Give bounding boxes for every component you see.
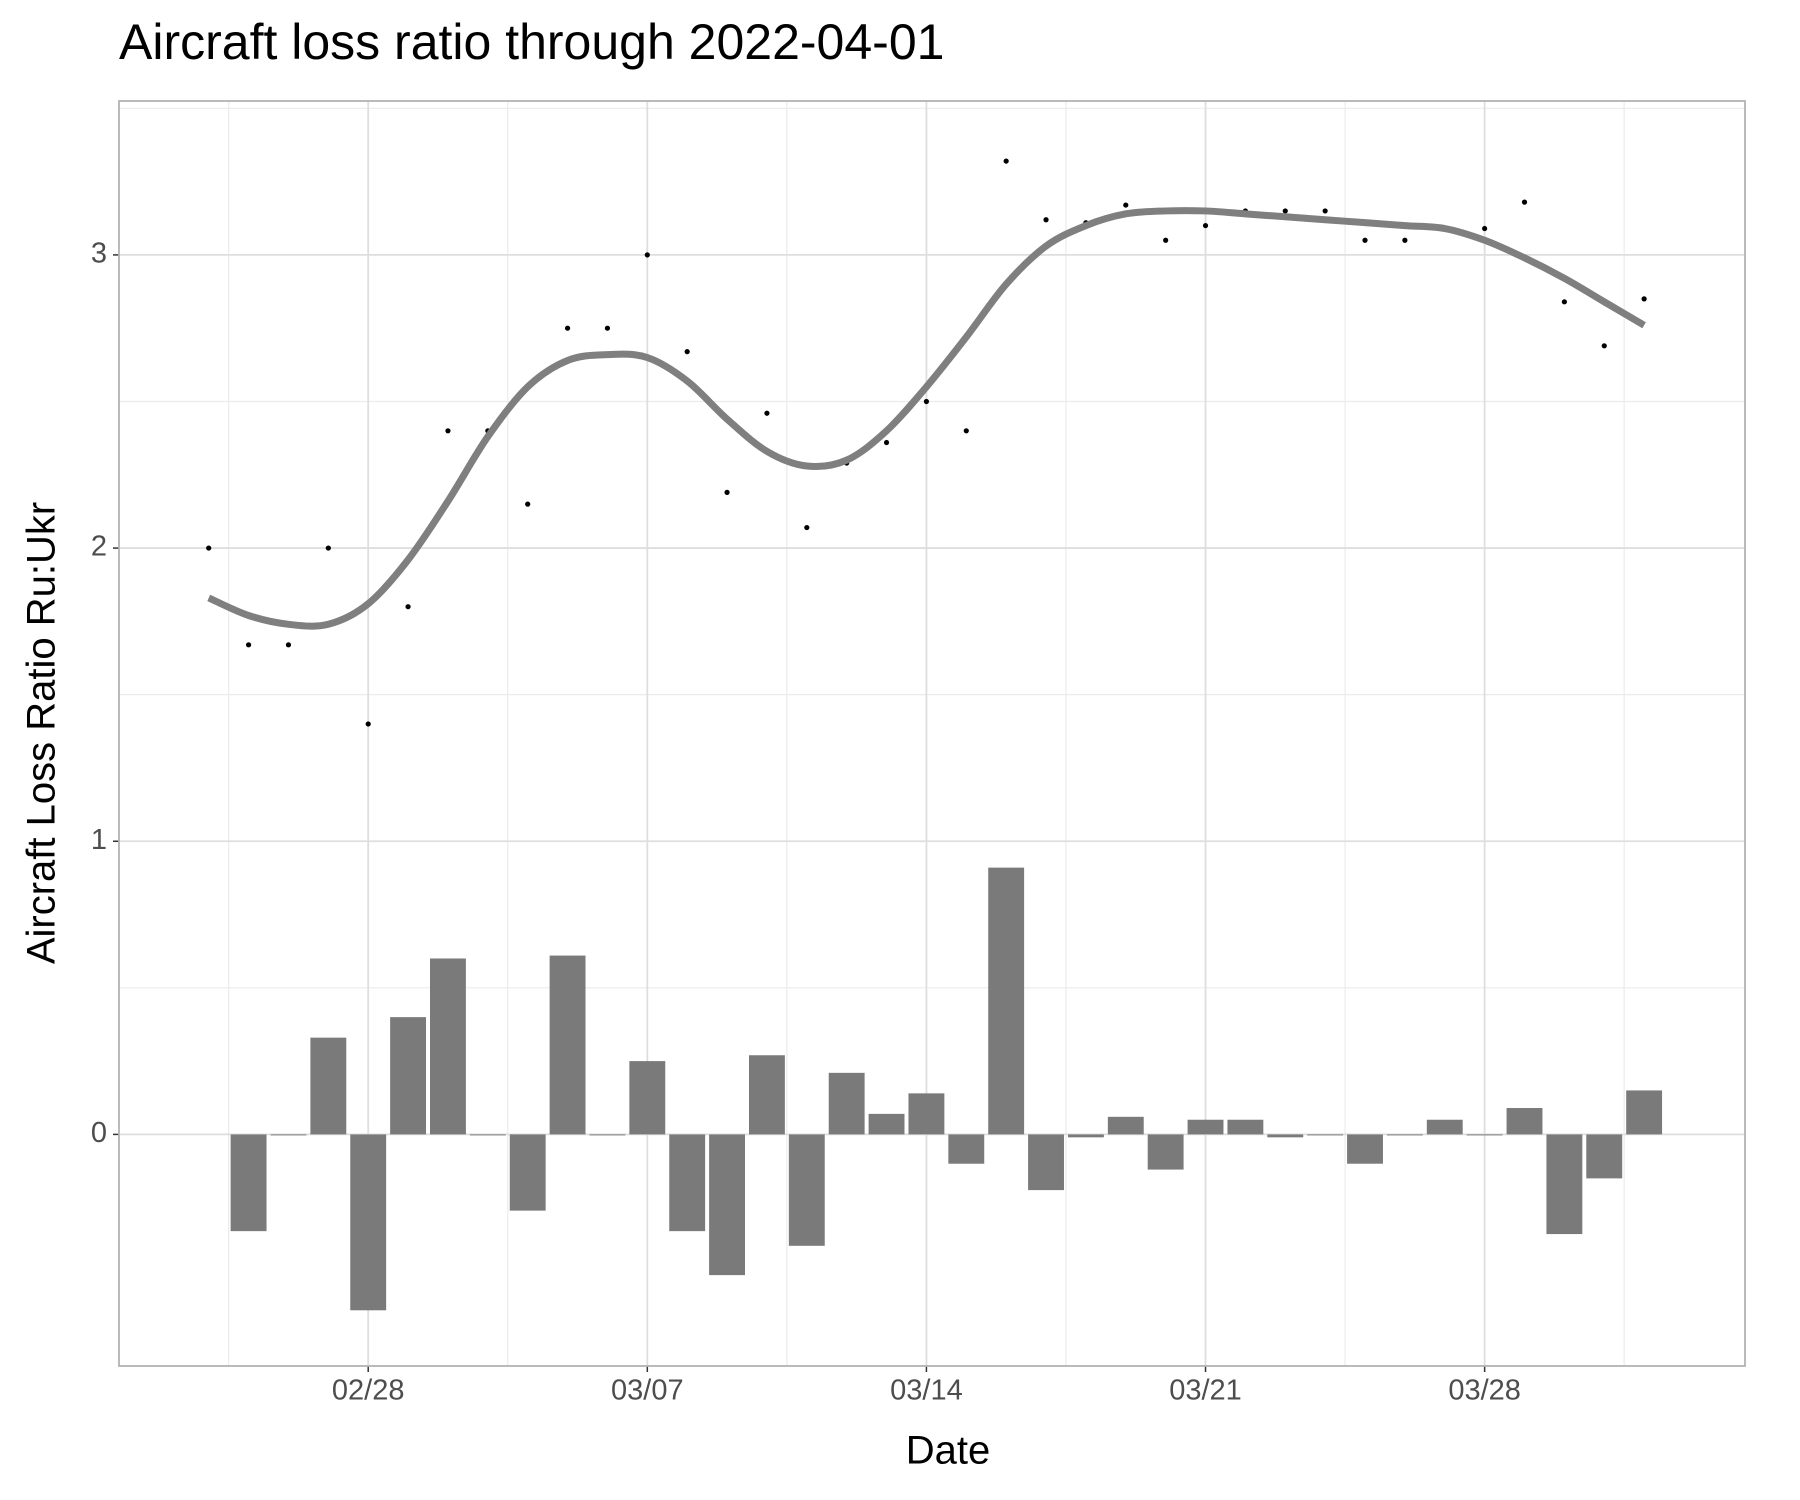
bar: [1546, 1134, 1583, 1235]
y-tick-label: 3: [91, 238, 107, 270]
point: [365, 721, 371, 727]
bar: [788, 1134, 825, 1246]
point: [1123, 202, 1129, 208]
point: [604, 325, 611, 331]
point: [963, 428, 969, 434]
bar: [1626, 1090, 1663, 1135]
point: [285, 642, 292, 648]
point: [405, 604, 411, 610]
bar: [469, 1134, 506, 1136]
bar: [629, 1061, 666, 1135]
bar: [748, 1055, 785, 1135]
point: [1482, 225, 1488, 232]
point: [1402, 237, 1408, 243]
point: [564, 325, 571, 331]
bar: [1347, 1134, 1383, 1164]
bar: [1267, 1134, 1304, 1138]
bar: [1147, 1134, 1184, 1170]
bar: [1067, 1134, 1104, 1138]
point: [245, 642, 252, 648]
bar: [1028, 1134, 1064, 1191]
bar: [1466, 1134, 1503, 1136]
bar: [908, 1093, 945, 1135]
bar: [390, 1017, 427, 1135]
point: [206, 545, 212, 551]
x-tick-label: 03/14: [890, 1375, 963, 1407]
point: [644, 252, 650, 258]
x-axis-title: Date: [906, 1429, 991, 1473]
point: [1521, 199, 1528, 205]
point: [923, 398, 930, 405]
point: [1282, 208, 1288, 214]
bar: [1506, 1108, 1543, 1135]
bar: [589, 1134, 626, 1136]
bar: [430, 958, 466, 1135]
point: [1043, 217, 1049, 223]
bar: [1386, 1134, 1423, 1136]
y-tick-label: 0: [91, 1117, 107, 1149]
point: [1601, 343, 1607, 349]
bar: [509, 1134, 546, 1211]
point: [1202, 222, 1209, 229]
bar: [549, 955, 586, 1135]
bar: [709, 1134, 745, 1276]
bar: [828, 1072, 865, 1135]
point: [724, 489, 730, 495]
smooth-line: [207, 207, 1646, 630]
x-tick-label: 03/28: [1448, 1375, 1521, 1407]
point: [525, 501, 531, 507]
point: [1322, 208, 1328, 214]
point: [883, 439, 890, 446]
bar: [1227, 1119, 1264, 1135]
x-tick-label: 03/07: [611, 1375, 684, 1407]
point: [1163, 237, 1169, 243]
bar: [230, 1134, 267, 1232]
x-tick-label: 02/28: [332, 1375, 405, 1407]
y-tick-label: 2: [91, 531, 107, 563]
y-tick-label: 1: [91, 824, 107, 856]
bar: [1426, 1119, 1463, 1135]
point: [764, 410, 770, 416]
chart-title: Aircraft loss ratio through 2022-04-01: [119, 14, 944, 70]
bar: [310, 1037, 347, 1135]
bar: [1107, 1116, 1144, 1135]
bar: [1586, 1134, 1623, 1179]
point: [445, 428, 451, 434]
bar: [948, 1134, 985, 1164]
bar: [868, 1113, 905, 1135]
point: [804, 524, 810, 531]
x-tick-label: 03/21: [1169, 1375, 1242, 1407]
point: [1561, 299, 1567, 305]
bar: [669, 1134, 706, 1232]
bar: [270, 1134, 307, 1136]
bar: [1187, 1119, 1224, 1135]
panel-border: [118, 100, 1746, 1367]
bar: [988, 867, 1025, 1135]
bar: [1307, 1134, 1344, 1136]
bar: [350, 1134, 387, 1311]
y-axis-title: Aircraft Loss Ratio Ru:Ukr: [20, 502, 64, 964]
point: [1641, 296, 1647, 302]
point: [684, 349, 690, 355]
point: [325, 545, 331, 551]
point: [1362, 237, 1368, 243]
point: [1003, 158, 1009, 164]
